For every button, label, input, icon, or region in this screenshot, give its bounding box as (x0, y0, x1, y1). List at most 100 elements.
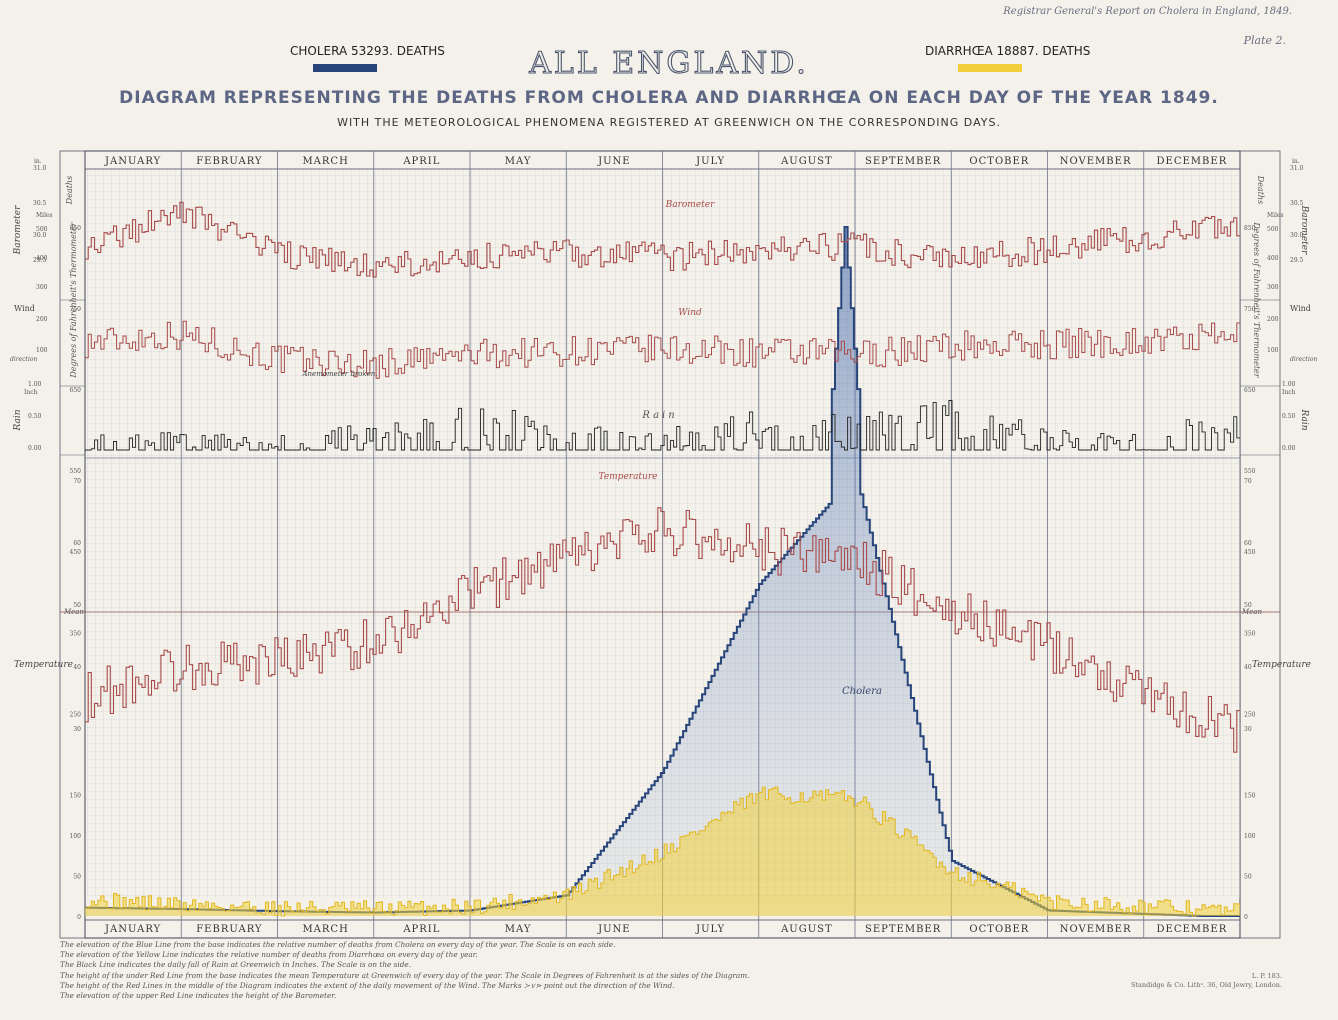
wind-tick-right: 300 (1267, 284, 1279, 291)
month-label-bottom: JANUARY (104, 924, 161, 935)
month-label-top: MARCH (302, 156, 348, 167)
barometer-unit-right: in. (1292, 158, 1300, 165)
barometer-line (85, 201, 1240, 278)
month-label-bottom: JUNE (597, 924, 631, 935)
wind-line (85, 320, 1240, 379)
wind-tick-right: 200 (1267, 316, 1279, 323)
rain-axis-label-left: Rain (13, 409, 23, 431)
deaths-tick-left: 250 (70, 711, 82, 718)
explanatory-notes: The elevation of the Blue Line from the … (60, 940, 749, 1001)
rain-tick-right: 0.50 (1282, 413, 1296, 420)
barometer-tick-left: 29.5 (33, 257, 47, 264)
note-line: The height of the Red Lines in the middl… (60, 980, 675, 990)
month-label-top: JULY (695, 156, 725, 167)
legend-diarrhoea-label: DIARRHŒA 18887. DEATHS (925, 44, 1091, 58)
chart-subtitle-2: WITH THE METEOROLOGICAL PHENOMENA REGIST… (337, 116, 1001, 129)
month-label-bottom: SEPTEMBER (865, 924, 941, 935)
deaths-tick-left: 100 (70, 833, 82, 840)
deaths-tick-right: 0 (1244, 914, 1248, 921)
cholera-panel-label: Cholera (842, 686, 882, 697)
month-label-top: JANUARY (104, 156, 161, 167)
rain-tick-right: 0.00 (1282, 445, 1296, 452)
diarrhoea-area (85, 787, 1240, 916)
wind-tick-left: 500 (36, 226, 48, 233)
deaths-axis-label-left: Deaths (65, 176, 74, 205)
deaths-tick-left: 750 (70, 306, 82, 313)
miles-unit-right: Miles (1267, 212, 1284, 219)
month-label-top: NOVEMBER (1060, 156, 1132, 167)
thermo-axis-label-right: Degrees of Fahrenheit's Thermometer (1252, 221, 1261, 378)
temp-tick-right: 60 (1244, 540, 1252, 547)
wind-direction-label-left: direction (10, 356, 37, 363)
deaths-tick-right: 650 (1244, 387, 1256, 394)
wind-tick-left: 300 (36, 284, 48, 291)
legend-cholera-label: CHOLERA 53293. DEATHS (290, 44, 445, 58)
month-label-bottom: OCTOBER (969, 924, 1029, 935)
wind-panel-label: Wind (678, 308, 702, 318)
rain-line (85, 400, 1240, 451)
note-line: The Black Line indicates the daily fall … (60, 960, 412, 970)
note-line: The height of the under Red Line from th… (60, 970, 750, 980)
deaths-tick-left: 150 (70, 792, 82, 799)
month-label-top: AUGUST (780, 156, 833, 167)
wind-tick-right: 400 (1267, 255, 1279, 262)
deaths-tick-right: 550 (1244, 468, 1256, 475)
temp-tick-left: 50 (73, 602, 81, 609)
temp-tick-left: 40 (73, 664, 81, 671)
temperature-line (85, 507, 1240, 753)
barometer-axis-label-left: Barometer (13, 205, 23, 256)
cholera-area (85, 227, 1240, 916)
lithographer: Standidge & Co. Lithᵒ. 36, Old Jewry, Lo… (1130, 981, 1282, 989)
deaths-tick-right: 50 (1244, 873, 1252, 880)
rain-axis-label-right: Rain (1299, 408, 1309, 430)
temp-tick-right: 40 (1244, 664, 1252, 671)
mean-label-left: Mean (63, 608, 84, 616)
rain-tick-left: 0.00 (28, 445, 42, 452)
month-label-bottom: AUGUST (780, 924, 833, 935)
month-label-bottom: MARCH (302, 924, 348, 935)
barometer-axis-label-right: Barometer (1299, 205, 1309, 256)
deaths-tick-left: 350 (70, 630, 82, 637)
wind-tick-left: 400 (36, 255, 48, 262)
note-line: The elevation of the upper Red Line indi… (60, 991, 337, 1001)
rain-panel-label: Rain (641, 410, 677, 421)
plate-number: Plate 2. (1243, 34, 1286, 47)
barometer-panel-label: Barometer (665, 200, 716, 210)
report-reference: Registrar General's Report on Cholera in… (1003, 6, 1292, 17)
barometer-tick-right: 29.5 (1290, 257, 1304, 264)
mean-label-right: Mean (1241, 608, 1262, 616)
temperature-panel-label: Temperature (599, 472, 658, 482)
month-label-bottom: DECEMBER (1157, 924, 1228, 935)
temp-tick-left: 60 (73, 540, 81, 547)
month-label-top: FEBRUARY (196, 156, 262, 167)
deaths-tick-right: 350 (1244, 630, 1256, 637)
temperature-side-label-right: Temperature (1252, 660, 1311, 670)
deaths-tick-right: 850 (1244, 225, 1256, 232)
barometer-tick-right: 31.0 (1290, 165, 1304, 172)
temp-tick-left: 30 (73, 726, 81, 733)
wind-tick-right: 500 (1267, 226, 1279, 233)
rain-unit-right: Inch (1282, 389, 1296, 396)
month-label-top: DECEMBER (1157, 156, 1228, 167)
deaths-tick-left: 450 (70, 549, 82, 556)
wind-tick-left: 200 (36, 316, 48, 323)
miles-unit-left: Miles (36, 212, 53, 219)
month-label-bottom: APRIL (402, 924, 440, 935)
temp-tick-right: 50 (1244, 602, 1252, 609)
legend-diarrhoea-swatch (958, 64, 1022, 72)
deaths-tick-left: 0 (77, 914, 81, 921)
deaths-tick-left: 650 (70, 387, 82, 394)
temp-tick-right: 70 (1244, 478, 1252, 485)
diarrhoea-line (85, 786, 1240, 917)
barometer-tick-right: 30.5 (1290, 200, 1304, 207)
deaths-tick-left: 550 (70, 468, 82, 475)
month-label-top: OCTOBER (969, 156, 1029, 167)
rain-tick-left: 1.00 (28, 381, 42, 388)
thermo-axis-label-left: Degrees of Fahrenheit's Thermometer (69, 221, 78, 378)
month-label-top: MAY (505, 156, 532, 167)
wind-tick-left: 100 (36, 347, 48, 354)
month-label-top: APRIL (402, 156, 440, 167)
wind-direction-label-right: direction (1290, 356, 1317, 363)
